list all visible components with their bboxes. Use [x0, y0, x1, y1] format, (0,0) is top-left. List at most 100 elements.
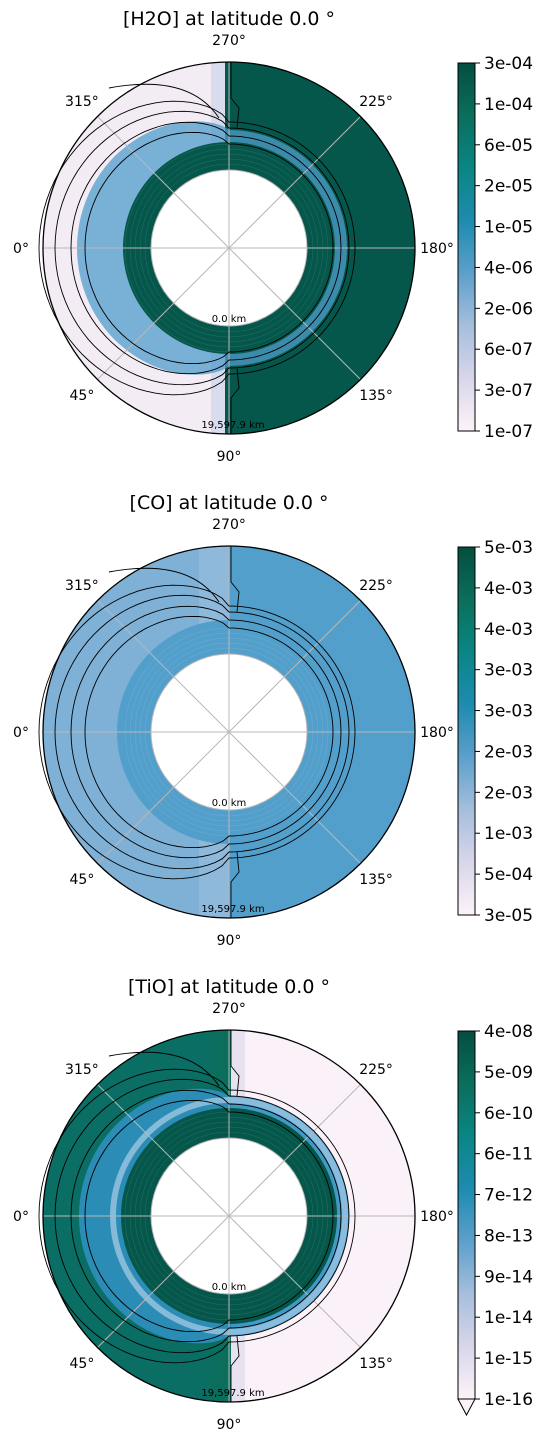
contour-line: [84, 131, 334, 365]
grid-spoke: [228, 1215, 361, 1348]
angle-label: 45°: [70, 1356, 95, 1372]
temperature-contours: [38, 1030, 356, 1402]
angle-label: 180°: [420, 1209, 454, 1225]
colorbar-tick-label: 4e-08: [484, 1022, 533, 1042]
angle-label: 135°: [359, 872, 393, 888]
colorbar: 1e-16 1e-15 1e-14 9e-14 8e-13 7e-12 6e-11 6e-10…: [457, 1022, 533, 1417]
colorbar-tick-label: 2e-03: [484, 783, 533, 803]
angle-label: 135°: [359, 1356, 393, 1372]
colorbar-tick-label: 4e-03: [484, 579, 533, 599]
angle-label: 45°: [70, 872, 95, 888]
angle-labels: 0° 45° 90° 135° 180° 225° 270° 315°: [13, 33, 454, 465]
colorbar-tick-label: 3e-04: [484, 54, 533, 74]
contour-line: [70, 1089, 342, 1343]
chart-title: [CO] at latitude 0.0 °: [130, 492, 329, 514]
colorbar-tick-label: 1e-14: [484, 1308, 533, 1328]
grid-spoke: [97, 116, 230, 249]
temperature-contours: [38, 546, 356, 918]
colorbar-tick-label: 1e-04: [484, 95, 533, 115]
colorbar-tick-label: 2e-06: [484, 299, 533, 319]
angle-labels: 0° 45° 90° 135° 180° 225° 270° 315°: [13, 1001, 454, 1433]
colorbar-tick-label: 9e-14: [484, 1267, 533, 1287]
colorbar-tick-label: 2e-05: [484, 177, 533, 197]
contour-line: [230, 1030, 240, 1097]
colorbar-tick-label: 3e-07: [484, 381, 533, 401]
radius-label-outer: 19,597.9 km: [201, 420, 264, 431]
grid-spoke: [97, 1084, 230, 1217]
grid-spoke: [228, 731, 361, 864]
colorbar-tick-label: 1e-15: [484, 1349, 533, 1369]
colorbar-tick-label: 6e-07: [484, 340, 533, 360]
contour-line: [54, 110, 350, 386]
polar-disk: [38, 545, 416, 919]
contour-line: [38, 584, 356, 880]
chart-title: [H2O] at latitude 0.0 °: [123, 8, 335, 30]
angle-label: 180°: [420, 725, 454, 741]
colorbar-tick-label: 3e-05: [484, 906, 533, 926]
colorbar-tick-label: 1e-05: [484, 218, 533, 238]
colorbar-tick-label: 7e-12: [484, 1186, 533, 1206]
angle-label: 45°: [70, 388, 95, 404]
contour-line: [84, 1099, 334, 1333]
angle-label: 270°: [212, 1001, 246, 1017]
angle-label: 225°: [359, 578, 393, 594]
angle-label: 90°: [217, 933, 242, 949]
colorbar-tick-label: 4e-06: [484, 258, 533, 278]
radius-label-inner: 0.0 km: [212, 798, 247, 809]
angle-label: 225°: [359, 1062, 393, 1078]
grid-ring: [150, 1137, 308, 1295]
colorbar-gradient: [457, 546, 476, 916]
colorbar-tick-label: 8e-13: [484, 1226, 533, 1246]
colorbar-tick-label: 6e-10: [484, 1104, 533, 1124]
angle-label: 315°: [65, 94, 99, 110]
contour-line: [230, 546, 240, 613]
contour-line: [70, 121, 342, 375]
radius-label-outer: 19,597.9 km: [201, 1388, 264, 1399]
contour-line: [108, 567, 220, 603]
colorbar-gradient: [457, 1030, 476, 1400]
grid-spoke: [97, 247, 230, 380]
temperature-contours: [38, 62, 356, 434]
chart-title: [TiO] at latitude 0.0 °: [128, 976, 330, 998]
radius-label-outer: 19,597.9 km: [201, 904, 264, 915]
grid-spoke: [97, 600, 230, 733]
radius-label-inner: 0.0 km: [212, 314, 247, 325]
h2o-panel: [H2O] at latitude 0.0 ° 0° 45° 90° 135° 180° 2…: [0, 0, 559, 484]
contour-line: [230, 62, 240, 129]
grid-ring: [150, 653, 308, 811]
radius-label-inner: 0.0 km: [212, 1282, 247, 1293]
contour-line: [54, 594, 350, 870]
colorbar-tick-label: 1e-03: [484, 824, 533, 844]
polar-grid: [43, 62, 415, 434]
colorbar-tick-label: 1e-07: [484, 422, 533, 442]
contour-line: [108, 1051, 220, 1087]
co-chart: [CO] at latitude 0.0 ° 0° 45° 90° 135° 180° 22…: [13, 492, 533, 949]
contour-line: [70, 605, 342, 859]
angle-label: 0°: [13, 725, 29, 741]
angle-label: 225°: [359, 94, 393, 110]
grid-spoke: [97, 731, 230, 864]
colorbar-tick-label: 1e-16: [484, 1390, 533, 1410]
angle-label: 0°: [13, 1209, 29, 1225]
angle-label: 180°: [420, 241, 454, 257]
angle-label: 315°: [65, 578, 99, 594]
grid-spoke: [97, 1215, 230, 1348]
tio-panel: [TiO] at latitude 0.0 ° 0° 45° 90° 135° 180° 2…: [0, 968, 559, 1452]
contour-line: [108, 83, 220, 119]
colorbar-tick-label: 5e-09: [484, 1063, 533, 1083]
polar-grid: [43, 1030, 415, 1402]
contour-line: [230, 367, 240, 434]
polar-disk: [38, 1029, 416, 1403]
colorbar-tick-label: 4e-03: [484, 620, 533, 640]
colorbar-tick-label: 3e-03: [484, 661, 533, 681]
angle-label: 90°: [217, 1417, 242, 1433]
angle-label: 270°: [212, 33, 246, 49]
grid-ring: [150, 169, 308, 327]
colorbar-gradient: [457, 62, 476, 432]
tio-chart: [TiO] at latitude 0.0 ° 0° 45° 90° 135° 180° 2…: [13, 976, 533, 1433]
grid-spoke: [228, 116, 361, 249]
grid-spoke: [228, 247, 361, 380]
outer-boundary: [42, 1029, 416, 1403]
grid-spoke: [228, 600, 361, 733]
h2o-chart: [H2O] at latitude 0.0 ° 0° 45° 90° 135° 180° 2…: [13, 8, 533, 465]
